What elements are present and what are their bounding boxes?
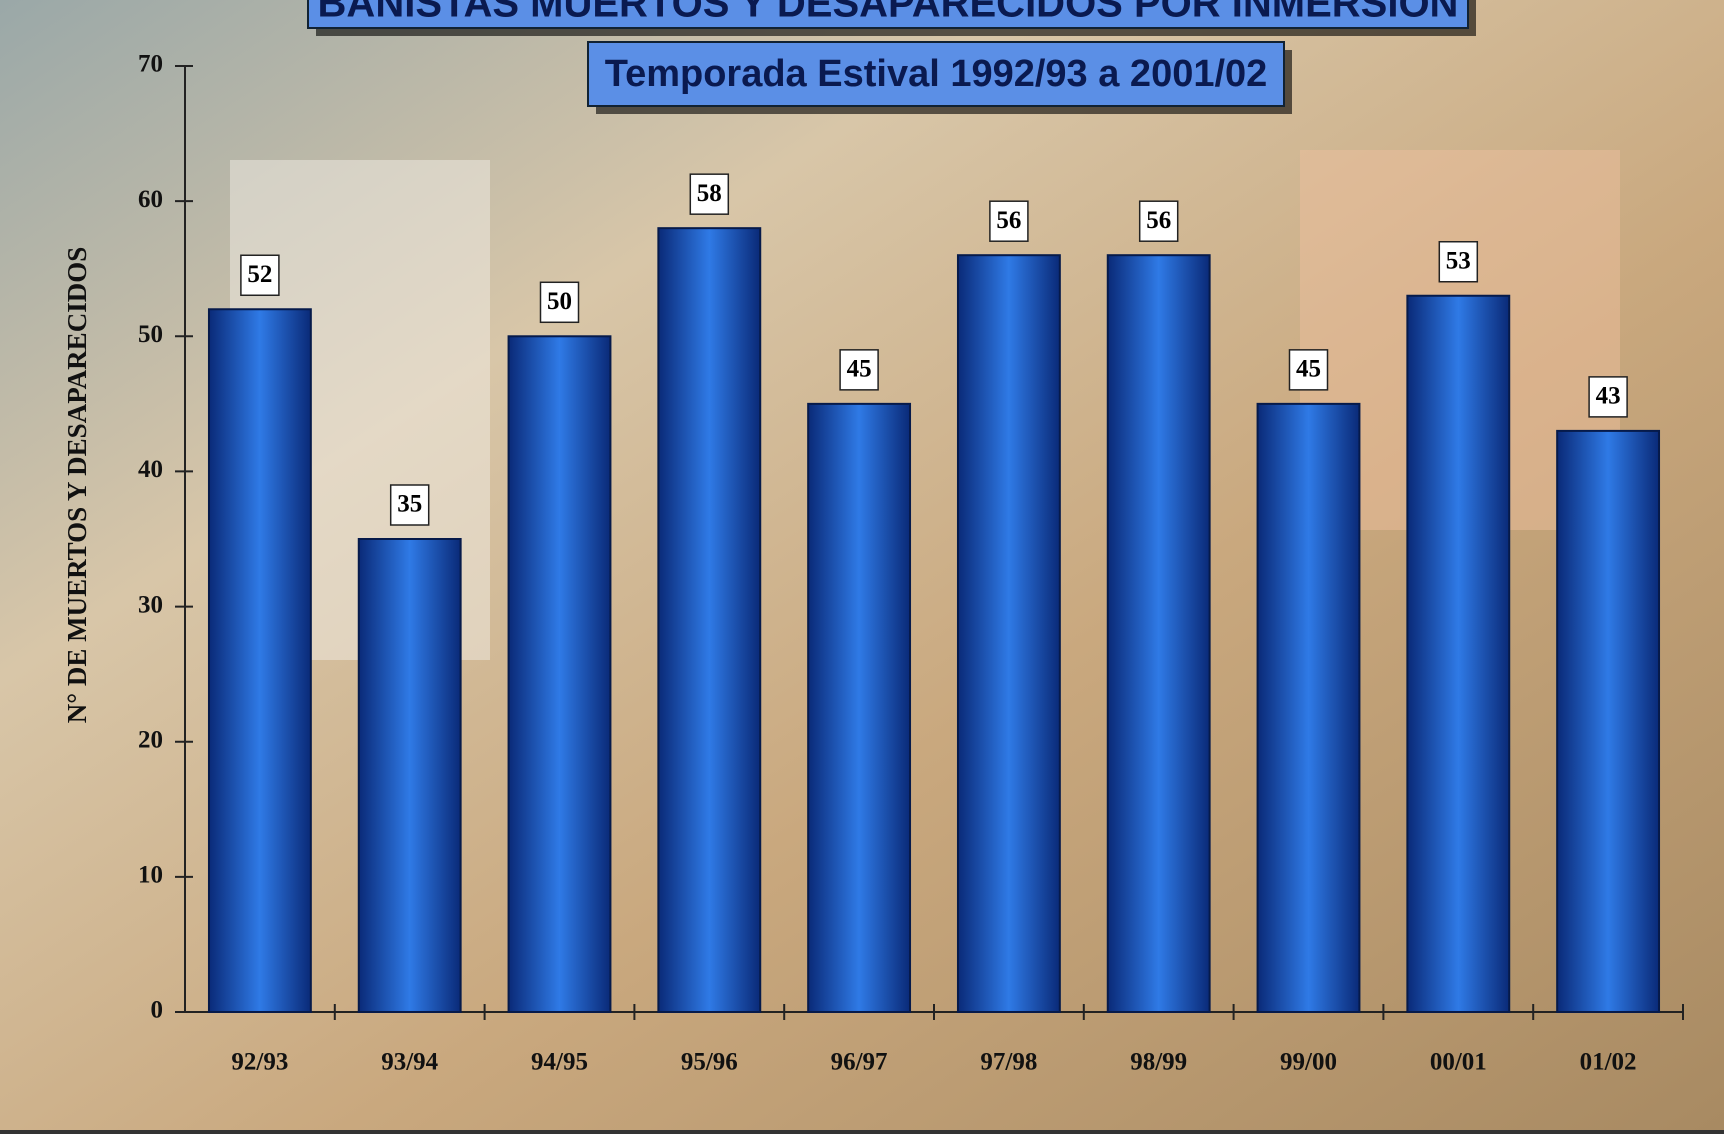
bar: [657, 227, 762, 1013]
x-tick-label: 94/95: [531, 1049, 588, 1076]
chart-subtitle: Temporada Estival 1992/93 a 2001/02: [605, 53, 1268, 95]
value-label: 35: [397, 491, 422, 518]
bar: [207, 308, 312, 1013]
bar: [956, 254, 1061, 1013]
value-label: 45: [847, 356, 872, 383]
value-label-box: [240, 254, 280, 297]
x-tick-label: 93/94: [381, 1049, 438, 1076]
value-label: 58: [697, 180, 722, 207]
value-label-box: [989, 200, 1029, 242]
y-tick-label: 10: [138, 862, 163, 889]
value-label-box: [539, 281, 580, 324]
value-label-box: [1288, 349, 1329, 391]
x-tick-label: 96/97: [831, 1049, 888, 1076]
x-tick-label: 00/01: [1430, 1049, 1487, 1076]
x-tick-label: 98/99: [1130, 1049, 1187, 1076]
value-label-box: [1138, 200, 1179, 242]
y-tick-label: 70: [138, 51, 163, 78]
y-axis-label: N° DE MUERTOS Y DESAPARECIDOS: [62, 247, 92, 723]
x-tick-label: 99/00: [1280, 1049, 1337, 1076]
value-label: 45: [1296, 356, 1321, 383]
value-label-box: [839, 349, 879, 391]
x-tick-label: 95/96: [681, 1049, 738, 1076]
bar: [1556, 429, 1661, 1013]
title-box: [307, 0, 1469, 29]
value-label: 43: [1596, 383, 1621, 410]
bar: [807, 402, 912, 1014]
x-tick-label: 97/98: [980, 1049, 1037, 1076]
value-label-box: [389, 484, 430, 526]
y-tick-label: 20: [138, 726, 163, 753]
x-tick-label: 01/02: [1580, 1049, 1637, 1076]
y-tick-label: 30: [138, 591, 163, 618]
bar: [357, 538, 462, 1013]
value-label: 52: [247, 261, 272, 288]
subtitle-box: [587, 41, 1285, 107]
value-label-box: [1588, 376, 1628, 418]
bar: [1106, 254, 1211, 1013]
value-label: 53: [1446, 247, 1471, 274]
x-tick-label: 92/93: [231, 1049, 288, 1076]
bar: [1256, 402, 1361, 1014]
chart-title: BAÑISTAS MUERTOS Y DESAPARECIDOS POR INM…: [318, 0, 1459, 26]
y-tick-label: 50: [138, 321, 163, 348]
value-label: 56: [996, 207, 1021, 234]
value-label-box: [689, 173, 730, 215]
y-tick-label: 60: [138, 186, 163, 213]
y-tick-label: 0: [151, 997, 164, 1024]
y-tick-label: 40: [138, 456, 163, 483]
value-label: 56: [1146, 207, 1171, 234]
value-label: 50: [547, 288, 572, 315]
bar: [507, 335, 612, 1013]
bar: [1406, 294, 1511, 1013]
value-label-box: [1438, 240, 1479, 283]
